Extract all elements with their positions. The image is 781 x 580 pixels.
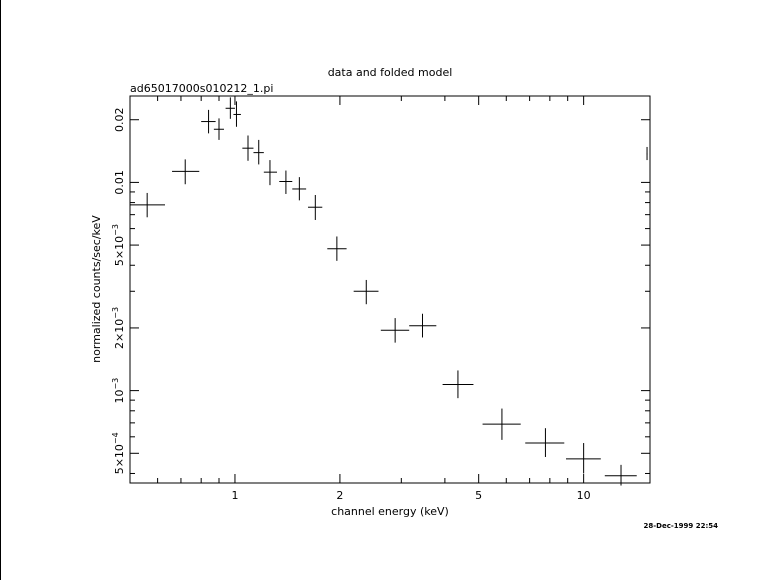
data-point [409, 313, 437, 338]
data-point [263, 160, 278, 186]
y-tick-label-base: 5×10 [113, 236, 126, 266]
data-point [172, 159, 200, 185]
x-tick-label: 10 [577, 489, 591, 502]
data-point [646, 146, 648, 161]
y-tick-label-exponent: −4 [111, 432, 120, 444]
x-axis-label: channel energy (keV) [331, 505, 449, 518]
data-points [130, 97, 648, 486]
y-tick-label-base: 0.02 [113, 107, 126, 131]
data-point [482, 408, 521, 440]
plot-timestamp: 28-Dec-1999 22:54 [644, 522, 719, 530]
data-point [130, 192, 165, 218]
y-tick-label-exponent: −3 [111, 378, 120, 390]
data-point [525, 428, 565, 457]
y-tick-labels: 5×10−410−32×10−35×10−30.010.02 [111, 107, 126, 474]
y-tick-label-text: 5×10−4 [111, 432, 126, 474]
y-tick-label: 0.01 [113, 170, 126, 195]
y-tick-label-exponent: −3 [111, 224, 120, 236]
data-point [353, 279, 379, 305]
y-tick-label-text: 10−3 [111, 378, 126, 404]
x-tick-label: 1 [231, 489, 238, 502]
data-point [233, 101, 241, 127]
chart-subtitle: ad65017000s010212_1.pi [130, 82, 273, 95]
y-tick-label: 0.02 [113, 107, 126, 131]
chart-title: data and folded model [328, 66, 453, 79]
data-point [242, 135, 254, 161]
x-tick-label: 5 [475, 489, 482, 502]
data-point [292, 177, 307, 201]
y-tick-label-base: 5×10 [113, 444, 126, 474]
data-point [442, 370, 474, 399]
x-tick-label: 2 [336, 489, 343, 502]
data-point [213, 118, 224, 140]
y-tick-label-exponent: −3 [111, 307, 120, 319]
plot-frame [129, 95, 651, 484]
data-point [327, 236, 347, 261]
y-tick-label-text: 0.02 [113, 107, 126, 131]
y-tick-label-base: 0.01 [113, 170, 126, 195]
y-tick-label-base: 10 [113, 390, 126, 404]
y-tick-label: 5×10−4 [111, 432, 126, 474]
data-point [565, 443, 601, 474]
left-border-line [0, 0, 1, 580]
y-tick-label: 10−3 [111, 378, 126, 404]
y-tick-label-text: 5×10−3 [111, 224, 126, 266]
y-axis-label: normalized counts/sec/keV [90, 215, 103, 363]
axis-ticks [129, 96, 650, 483]
y-tick-label-text: 2×10−3 [111, 307, 126, 349]
data-point [279, 170, 293, 194]
data-point [604, 464, 637, 486]
y-tick-label: 5×10−3 [111, 224, 126, 266]
data-point [201, 109, 216, 134]
data-point [225, 97, 235, 119]
y-tick-label: 2×10−3 [111, 307, 126, 349]
data-point [308, 194, 323, 220]
y-tick-label-base: 2×10 [113, 319, 126, 349]
data-point [380, 318, 410, 343]
data-point [253, 139, 264, 165]
y-tick-label-text: 0.01 [113, 170, 126, 195]
x-tick-labels: 1 2 5 10 [231, 489, 590, 502]
